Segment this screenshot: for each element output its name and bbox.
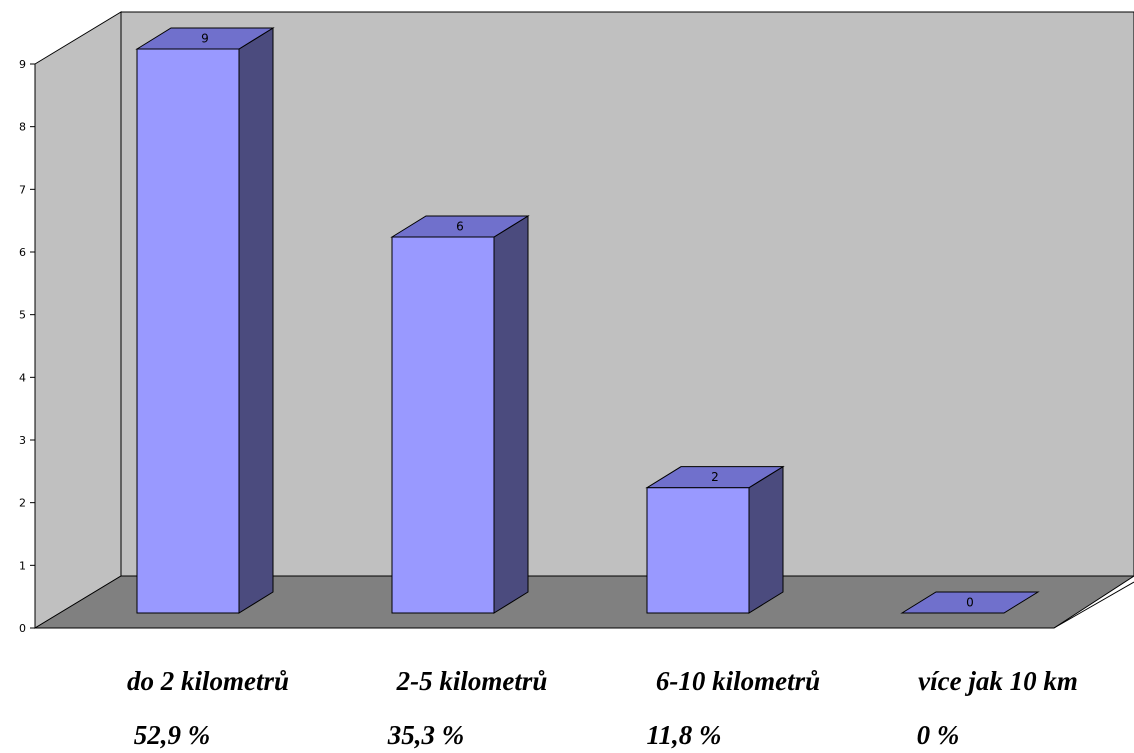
y-tick-label: 1 [19,559,26,572]
bar-top [390,215,530,238]
bar-top [900,591,1040,614]
y-tick-label: 6 [19,246,26,259]
bar [135,27,275,614]
side-wall [34,11,122,629]
bar-data-label: 9 [201,32,209,46]
bar [390,215,530,614]
y-tick-label: 7 [19,183,26,196]
y-tick-label: 5 [19,309,26,322]
y-tick-label: 9 [19,58,26,71]
category-label: 2-5 kilometrů [396,666,548,696]
bar-top [135,27,275,50]
bar-chart: 0 1 2 3 4 5 6 7 8 9 9 6 2 0 [19,11,1134,635]
bar-data-label: 0 [966,596,974,610]
bar-front [646,487,750,614]
bar-side [493,215,529,614]
bar-front [391,236,495,614]
percent-label: 35,3 % [387,720,465,750]
bar [900,591,1040,614]
bar-side [238,27,274,614]
percent-label: 52,9 % [133,720,211,750]
y-axis-ticks: 0 1 2 3 4 5 6 7 8 9 [19,58,35,635]
data-labels-group: 9 6 2 0 [201,32,974,610]
bar-data-label: 2 [711,470,719,484]
bar-top [645,466,785,489]
category-label: do 2 kilometrů [126,666,289,696]
y-tick-label: 2 [19,497,26,510]
bar [645,465,785,614]
y-tick-label: 0 [19,622,26,635]
bar-data-label: 6 [456,220,464,234]
bar-side [748,465,784,614]
bars-group [135,27,1040,614]
percent-label: 0 % [916,720,960,750]
y-tick-label: 4 [19,371,26,384]
bar-front [136,48,240,614]
y-tick-label: 3 [19,434,26,447]
y-tick-label: 8 [19,121,26,134]
category-label: více jak 10 km [918,666,1078,696]
floor-right-edge [1053,581,1134,629]
percent-label: 11,8 % [646,720,722,750]
category-label: 6-10 kilometrů [655,666,821,696]
floor [33,575,1134,629]
